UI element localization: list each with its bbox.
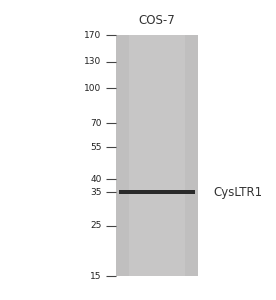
Text: 15: 15 [90,272,102,281]
Text: 35: 35 [90,188,102,197]
Text: COS-7: COS-7 [139,14,175,26]
Bar [119,190,195,194]
Text: 40: 40 [90,175,102,184]
Text: 55: 55 [90,143,102,152]
Text: 25: 25 [90,221,102,230]
Bar [116,35,198,276]
Text: 100: 100 [84,83,102,92]
Text: CysLTR1: CysLTR1 [214,186,263,199]
Bar [129,35,185,276]
Text: 70: 70 [90,119,102,128]
Text: 170: 170 [84,31,102,40]
Text: 130: 130 [84,58,102,67]
